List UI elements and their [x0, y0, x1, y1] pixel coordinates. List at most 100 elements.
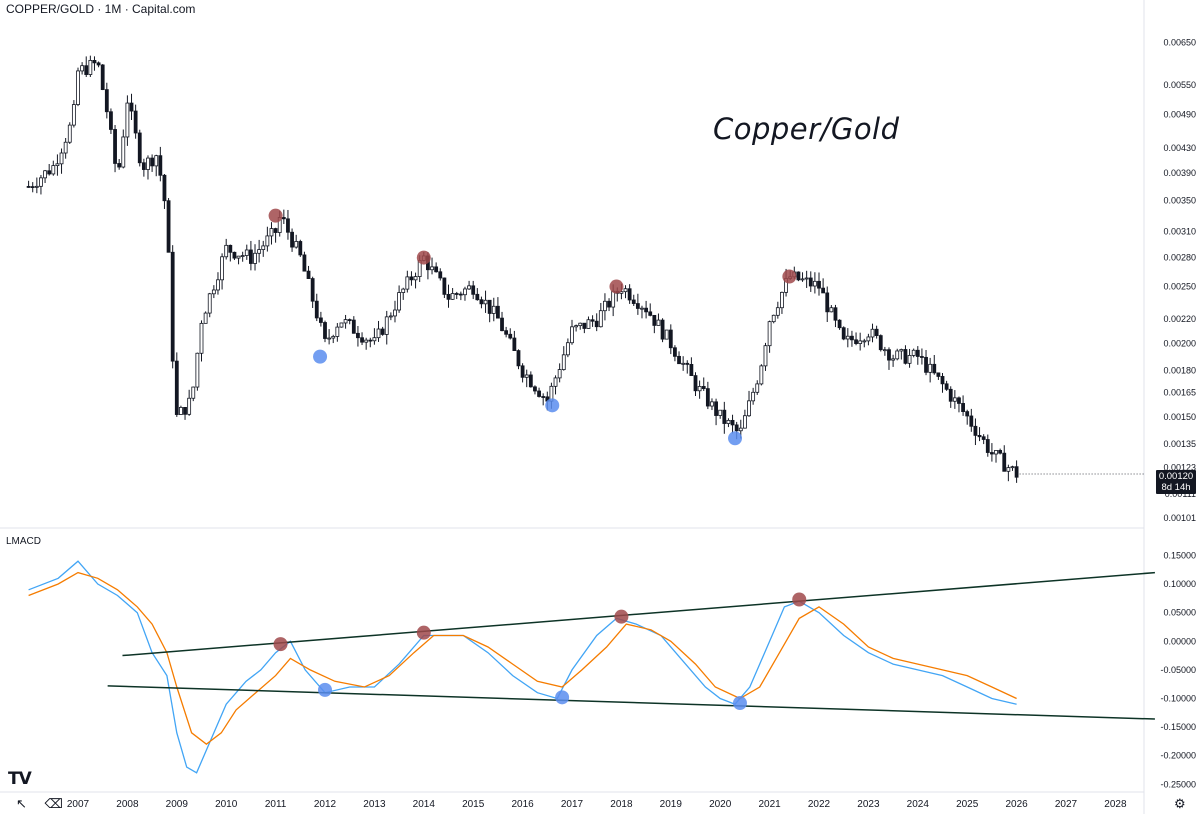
candle-body	[430, 266, 434, 271]
candle-body	[891, 358, 895, 361]
bottom-toolbar: ↖ ⌫	[16, 796, 77, 812]
lmacd-trough-marker	[732, 696, 747, 711]
indicator-title: LMACD	[6, 536, 42, 547]
price-trough-marker	[545, 398, 560, 413]
candle-body	[310, 278, 315, 302]
lmacd-trough-marker	[318, 682, 332, 697]
candle-body	[603, 300, 607, 312]
candle-body	[578, 322, 583, 327]
price-tick-label: 0.00135	[1163, 439, 1196, 449]
candle-body	[763, 345, 768, 367]
candle-body	[298, 241, 303, 256]
cursor-icon[interactable]: ↖	[16, 796, 27, 811]
time-tick-label: 2007	[67, 799, 90, 810]
candle-body	[994, 450, 998, 455]
candle-body	[335, 326, 340, 337]
candle-body	[722, 409, 727, 424]
time-tick-label: 2022	[808, 799, 831, 810]
time-tick-label: 2021	[758, 799, 781, 810]
candle-body	[216, 279, 220, 291]
candle-body	[981, 436, 986, 440]
candle-body	[681, 362, 686, 365]
candle-body	[1002, 452, 1007, 472]
candle-body	[129, 102, 134, 112]
candle-body	[207, 293, 212, 314]
candle-body	[413, 276, 418, 281]
candle-body	[808, 277, 813, 287]
candle-body	[701, 386, 706, 390]
eraser-icon[interactable]: ⌫	[44, 796, 63, 811]
candle-body	[895, 350, 900, 360]
candle-body	[327, 337, 332, 340]
candle-body	[780, 291, 784, 309]
symbol-title: COPPER/GOLD · 1M · Capital.com	[6, 2, 196, 16]
candle-body	[133, 110, 138, 134]
candle-body	[43, 170, 47, 179]
candle-body	[656, 319, 661, 326]
candle-body	[541, 396, 546, 398]
time-tick-label: 2008	[116, 799, 139, 810]
candle-body	[899, 349, 904, 352]
candle-body	[240, 255, 245, 257]
candle-body	[26, 186, 31, 188]
candle-body	[59, 152, 64, 165]
price-tick-label: 0.00310	[1163, 227, 1196, 237]
tradingview-logo[interactable]: TV	[8, 769, 32, 789]
candle-body	[438, 271, 443, 279]
candle-body	[775, 307, 780, 316]
candle-body	[594, 320, 599, 328]
candle-body	[442, 277, 447, 295]
candle-body	[664, 329, 669, 340]
price-tick-label: 0.00200	[1163, 339, 1196, 349]
candle-body	[944, 383, 949, 390]
lmacd-peak-marker	[273, 637, 288, 652]
candle-body	[471, 285, 476, 295]
candle-body	[570, 326, 574, 344]
candle-body	[483, 299, 488, 305]
time-tick-label: 2028	[1104, 799, 1127, 810]
candle-body	[261, 245, 266, 250]
candle-body	[837, 319, 842, 329]
price-trough-marker	[728, 431, 743, 446]
candle-body	[631, 299, 636, 304]
candle-body	[187, 397, 192, 415]
candle-body	[100, 64, 105, 91]
last-price: 0.00120	[1158, 471, 1194, 482]
candle-body	[248, 249, 253, 264]
candle-body	[924, 356, 928, 373]
candle-body	[586, 319, 591, 329]
candle-body	[920, 356, 924, 358]
candle-body	[174, 360, 179, 415]
candle-body	[574, 325, 579, 328]
candle-body	[866, 336, 871, 342]
price-badge: 0.00120 8d 14h	[1156, 470, 1196, 494]
candle-body	[500, 317, 504, 332]
candle-body	[475, 293, 480, 301]
candle-body	[738, 427, 743, 432]
candle-body	[356, 332, 360, 339]
candle-body	[948, 388, 953, 402]
candle-body	[253, 252, 257, 264]
candle-body	[125, 102, 130, 138]
candle-body	[673, 347, 677, 357]
candle-body	[228, 244, 233, 253]
candle-body	[598, 310, 603, 328]
candle-body	[504, 330, 509, 335]
candle-body	[961, 403, 965, 412]
candle-body	[685, 362, 690, 365]
time-tick-label: 2012	[314, 799, 337, 810]
candle-body	[162, 174, 167, 202]
candle-body	[730, 419, 735, 426]
time-tick-label: 2013	[363, 799, 386, 810]
candle-body	[380, 328, 385, 335]
candle-body	[343, 319, 348, 324]
candle-body	[767, 321, 772, 347]
candle-body	[117, 163, 122, 168]
price-tick-label: 0.00280	[1163, 253, 1196, 263]
time-tick-label: 2014	[413, 799, 436, 810]
candle-body	[47, 170, 52, 175]
candle-body	[405, 276, 410, 290]
gear-icon[interactable]: ⚙	[1174, 796, 1186, 811]
candle-body	[850, 335, 854, 341]
